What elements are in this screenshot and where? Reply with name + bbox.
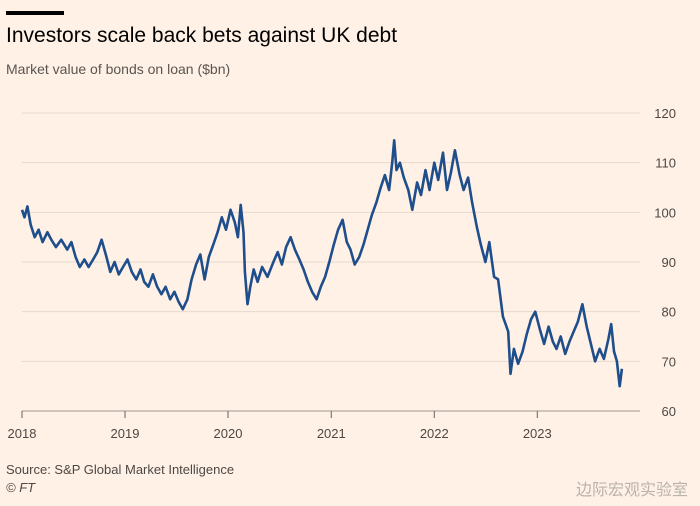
- y-tick-label: 60: [662, 404, 676, 419]
- x-tick-label: 2023: [523, 426, 552, 441]
- chart-subtitle: Market value of bonds on loan ($bn): [6, 61, 231, 77]
- x-tick-label: 2021: [317, 426, 346, 441]
- y-tick-label: 120: [654, 106, 676, 121]
- y-tick-label: 110: [655, 156, 676, 171]
- chart-title: Investors scale back bets against UK deb…: [6, 24, 398, 47]
- source-note: Source: S&P Global Market Intelligence: [6, 462, 235, 477]
- y-axis-ticks: 60 70 80 90 100 110 120: [654, 106, 676, 419]
- x-tick-label: 2019: [111, 426, 140, 441]
- y-tick-label: 70: [662, 354, 676, 369]
- y-tick-label: 80: [662, 305, 676, 320]
- series-line-bonds-on-loan: [20, 139, 624, 388]
- x-tick-label: 2022: [420, 426, 449, 441]
- x-axis-ticks: 2018 2019 2020 2021 2022 2023: [8, 411, 552, 441]
- watermark-text: 边际宏观实验室: [575, 482, 688, 499]
- ft-top-bar: [6, 11, 64, 15]
- copyright-note: © FT: [6, 480, 36, 495]
- y-tick-label: 90: [662, 255, 676, 270]
- x-tick-label: 2020: [214, 426, 243, 441]
- y-tick-label: 100: [654, 205, 676, 220]
- x-tick-label: 2018: [8, 426, 37, 441]
